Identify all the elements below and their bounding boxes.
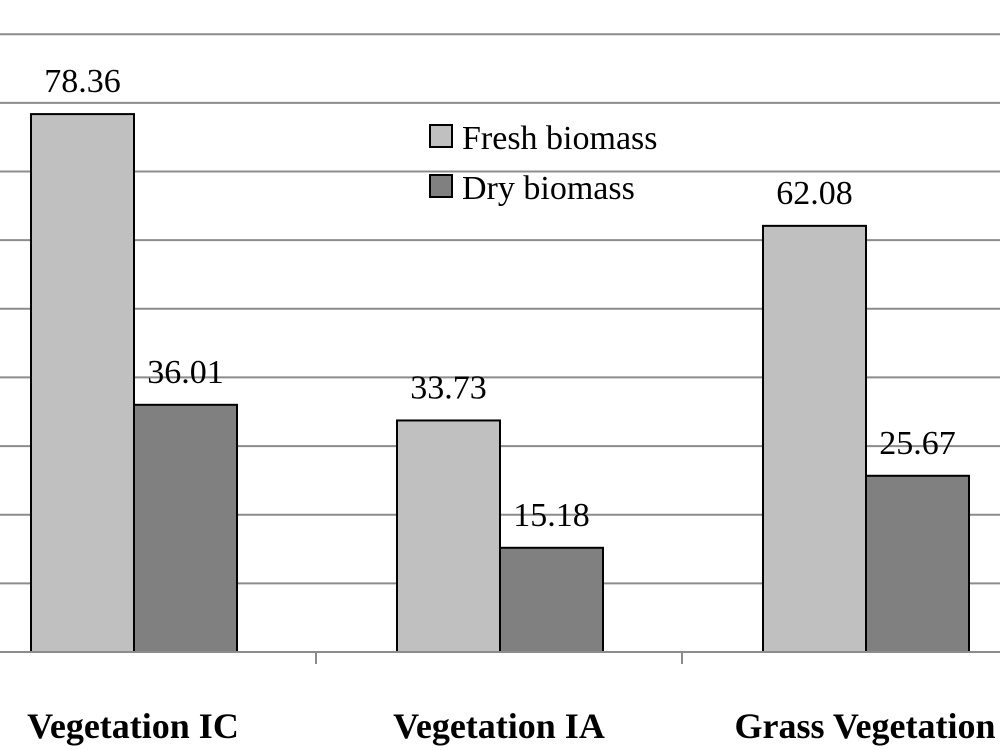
- legend-label-fresh: Fresh biomass: [462, 120, 658, 157]
- category-label: Grass Vegetation: [735, 706, 996, 746]
- data-label: 15.18: [513, 497, 590, 534]
- data-label: 78.36: [44, 63, 121, 100]
- legend-label-dry: Dry biomass: [462, 170, 635, 207]
- bar-dry-1: [499, 546, 604, 653]
- category-label: Vegetation IA: [393, 706, 605, 746]
- bar-dry-2: [865, 474, 970, 654]
- data-labels: 78.36 36.01 33.73 15.18 62.08 25.67: [44, 63, 956, 534]
- data-label: 25.67: [879, 425, 956, 462]
- legend: Fresh biomass Dry biomass: [429, 120, 658, 207]
- data-label: 33.73: [410, 369, 487, 406]
- category-label: Vegetation IC: [27, 706, 239, 746]
- legend-swatch-fresh: [429, 124, 453, 148]
- bar-dry-0: [133, 403, 238, 653]
- category-labels: Vegetation IC Vegetation IA Grass Vegetati…: [27, 706, 995, 746]
- data-label: 62.08: [776, 175, 853, 212]
- data-label: 36.01: [147, 354, 224, 391]
- bars: [30, 113, 970, 654]
- bar-fresh-1: [396, 419, 501, 653]
- x-axis: [0, 651, 1000, 664]
- legend-swatch-dry: [429, 174, 453, 198]
- bar-fresh-2: [762, 224, 867, 653]
- bar-fresh-0: [30, 113, 135, 653]
